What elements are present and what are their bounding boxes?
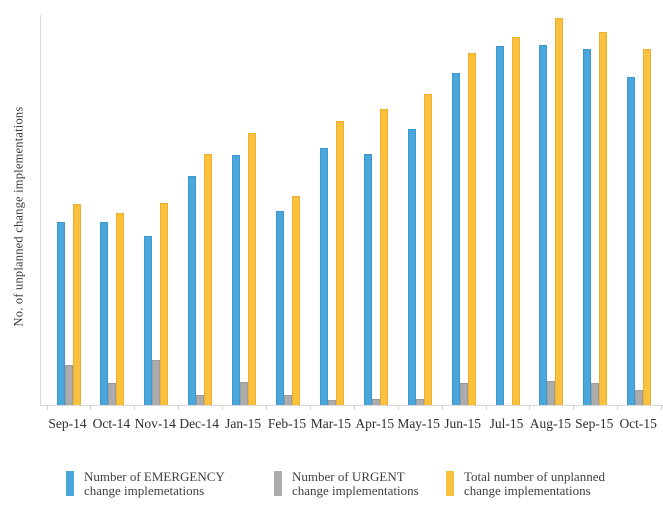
x-axis-tick	[222, 405, 224, 410]
bar-emergency-aug-15	[539, 45, 548, 405]
bar-urgent-oct-15	[635, 390, 644, 405]
bar-urgent-sep-14	[64, 365, 73, 405]
x-axis-label: Oct-15	[619, 416, 657, 431]
x-axis-label: Jan-15	[225, 416, 262, 431]
legend-item-emergency: Number of EMERGENCY change implemetations	[66, 470, 225, 497]
bar-total-feb-15	[292, 196, 300, 405]
bar-emergency-jul-15	[495, 46, 504, 405]
bar-urgent-feb-15	[284, 395, 292, 405]
bar-total-sep-15	[599, 32, 608, 405]
bar-emergency-may-15	[407, 129, 416, 405]
x-axis-label: Sep-14	[48, 416, 87, 431]
x-axis-tick	[90, 405, 92, 410]
bar-emergency-sep-15	[583, 49, 592, 405]
bar-total-nov-14	[160, 203, 169, 405]
bar-urgent-dec-14	[196, 395, 205, 405]
x-axis-tick	[46, 405, 48, 410]
bar-total-oct-15	[643, 49, 652, 405]
x-axis-label: Jun-15	[444, 416, 481, 431]
y-axis-label: No. of unplanned change implementations	[11, 106, 26, 327]
bar-urgent-mar-15	[327, 400, 336, 405]
bar-total-apr-15	[379, 109, 388, 405]
legend-label-total: Total number of unplanned change implemen…	[464, 469, 605, 498]
x-axis-label: Jul-15	[489, 416, 524, 431]
legend-swatch-urgent	[274, 471, 282, 496]
bar-urgent-jun-15	[459, 383, 468, 405]
x-axis-label: Dec-14	[179, 416, 220, 431]
legend-item-urgent: Number of URGENT change implementations	[274, 470, 419, 497]
x-axis-tick	[353, 405, 355, 410]
bar-urgent-apr-15	[371, 399, 380, 405]
legend-label-urgent: Number of URGENT change implementations	[292, 469, 419, 498]
x-axis-label: Apr-15	[355, 416, 395, 431]
x-axis-label: Oct-14	[92, 416, 131, 431]
bar-emergency-oct-14	[100, 222, 109, 405]
x-axis-tick	[309, 405, 311, 410]
bar-urgent-aug-15	[547, 381, 556, 405]
plot-area	[40, 15, 663, 410]
x-axis-tick	[134, 405, 136, 410]
bar-emergency-jan-15	[232, 155, 241, 405]
x-axis-tick	[441, 405, 443, 410]
bar-emergency-nov-14	[144, 236, 153, 405]
legend-label-emergency: Number of EMERGENCY change implemetations	[84, 469, 225, 498]
x-axis-tick	[266, 405, 268, 410]
legend-swatch-total	[446, 471, 454, 496]
bar-total-may-15	[423, 94, 432, 405]
x-axis-tick	[485, 405, 487, 410]
bar-total-jul-15	[511, 37, 520, 405]
x-axis-label: Feb-15	[267, 416, 307, 431]
bar-emergency-mar-15	[319, 148, 328, 405]
bar-urgent-oct-14	[108, 383, 117, 405]
bar-total-jun-15	[467, 53, 476, 405]
bar-emergency-feb-15	[276, 211, 284, 405]
legend-item-total: Total number of unplanned change implemen…	[446, 470, 605, 497]
bar-urgent-jan-15	[240, 382, 249, 405]
x-axis-tick	[178, 405, 180, 410]
bar-total-dec-14	[204, 154, 213, 405]
bar-emergency-dec-14	[188, 176, 197, 405]
bar-total-aug-15	[555, 18, 564, 405]
x-axis-tick	[661, 405, 663, 410]
legend: Number of EMERGENCY change implemetations…	[0, 466, 663, 506]
bar-total-oct-14	[116, 213, 125, 405]
bar-total-sep-14	[72, 204, 81, 405]
x-axis-tick	[397, 405, 399, 410]
x-axis-label: Mar-15	[310, 416, 351, 431]
x-axis-tick	[573, 405, 575, 410]
bar-emergency-sep-14	[56, 222, 65, 405]
bar-urgent-nov-14	[152, 360, 161, 405]
x-axis-tick	[617, 405, 619, 410]
bar-urgent-sep-15	[591, 383, 600, 405]
x-axis-label: May-15	[397, 416, 441, 431]
x-axis-labels: Sep-14 Oct-14 Nov-14 Dec-14 Jan-15 Feb-15 Mar-…	[40, 405, 662, 435]
x-axis-label: Aug-15	[529, 416, 572, 431]
x-axis-label: Sep-15	[575, 416, 614, 431]
bar-emergency-jun-15	[451, 73, 460, 405]
x-axis-tick	[529, 405, 531, 410]
x-axis-label: Nov-14	[134, 416, 176, 431]
bar-urgent-may-15	[415, 399, 424, 405]
bar-emergency-oct-15	[627, 77, 636, 405]
bar-total-jan-15	[248, 133, 257, 405]
legend-swatch-emergency	[66, 471, 74, 496]
bar-emergency-apr-15	[363, 154, 372, 405]
bar-total-mar-15	[335, 121, 344, 405]
